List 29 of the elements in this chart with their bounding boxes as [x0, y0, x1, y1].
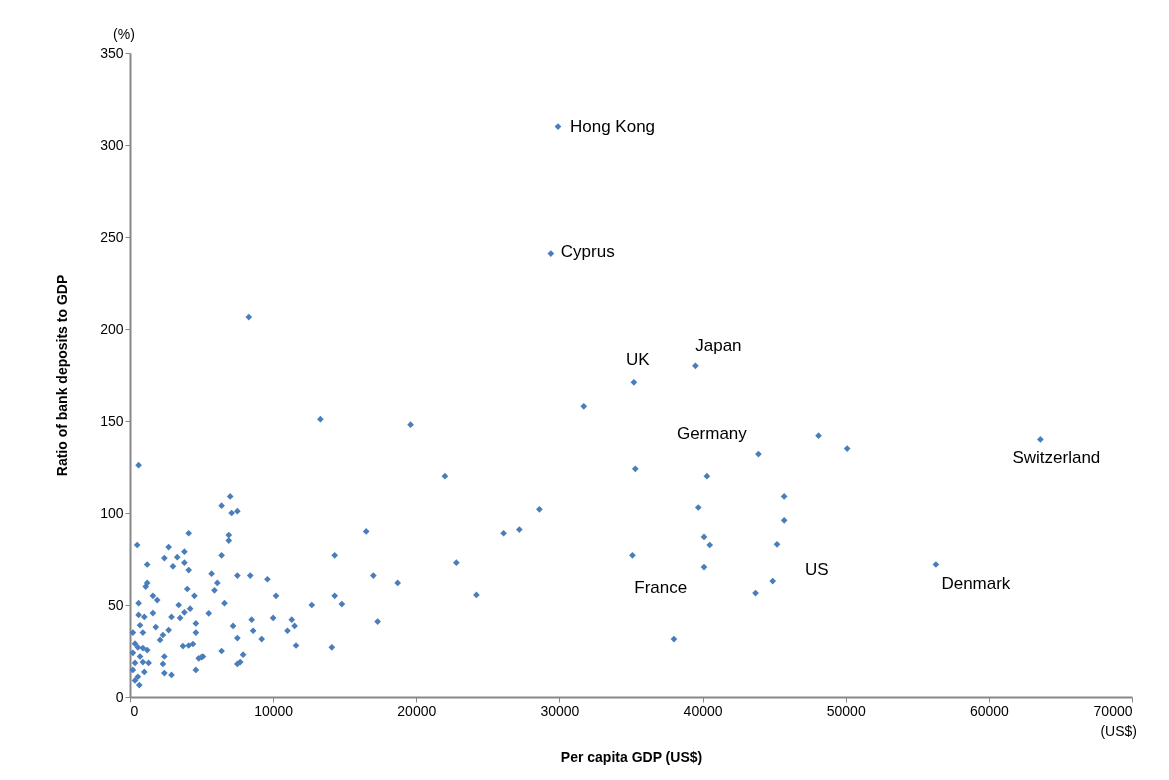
y-tick-label: 300	[100, 136, 124, 153]
x-tick-label: 50000	[826, 702, 866, 719]
y-tick-label: 150	[100, 412, 124, 429]
x-tick-label: 10000	[254, 702, 294, 719]
x-tick-label: 40000	[683, 702, 723, 719]
text: (US$)	[1100, 723, 1137, 739]
annotation: Japan	[695, 335, 742, 355]
y-axis-title: Ratio of bank deposits to GDP	[54, 274, 71, 477]
annotation: France	[634, 578, 688, 598]
annotation: Denmark	[941, 573, 1011, 593]
y-tick-label: 0	[115, 688, 124, 705]
x-tick-label: 70000	[1093, 702, 1133, 719]
annotation: Germany	[676, 424, 748, 444]
text: (%)	[113, 26, 135, 42]
x-axis-title: Per capita GDP (US$)	[560, 748, 703, 765]
y-tick-label: 250	[100, 228, 124, 245]
x-tick-label: 0	[130, 702, 139, 719]
annotation: Hong Kong	[570, 116, 656, 136]
annotation: Cyprus	[560, 241, 615, 261]
x-tick-label: 30000	[540, 702, 580, 719]
y-tick-label: 50	[107, 596, 124, 613]
annotation: Switzerland	[1012, 448, 1101, 468]
x-tick-label: 60000	[969, 702, 1010, 719]
x-tick-label: 20000	[397, 702, 437, 719]
y-tick-label: 350	[100, 44, 124, 61]
y-tick-label: 100	[100, 504, 124, 521]
annotation: US	[805, 560, 829, 580]
y-tick-label: 200	[100, 320, 124, 337]
annotation: UK	[626, 350, 651, 370]
